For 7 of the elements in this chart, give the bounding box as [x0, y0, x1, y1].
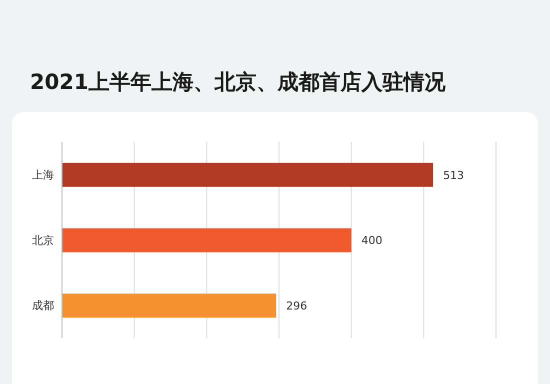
data-label: 400	[361, 234, 382, 248]
data-label: 513	[443, 168, 464, 182]
y-tick-label: 北京	[32, 234, 54, 247]
y-tick-label: 上海	[32, 168, 54, 182]
y-tick-label: 成都	[32, 299, 54, 312]
chart-title: 2021上半年上海、北京、成都首店入驻情况	[30, 69, 446, 96]
data-label: 296	[286, 299, 308, 312]
